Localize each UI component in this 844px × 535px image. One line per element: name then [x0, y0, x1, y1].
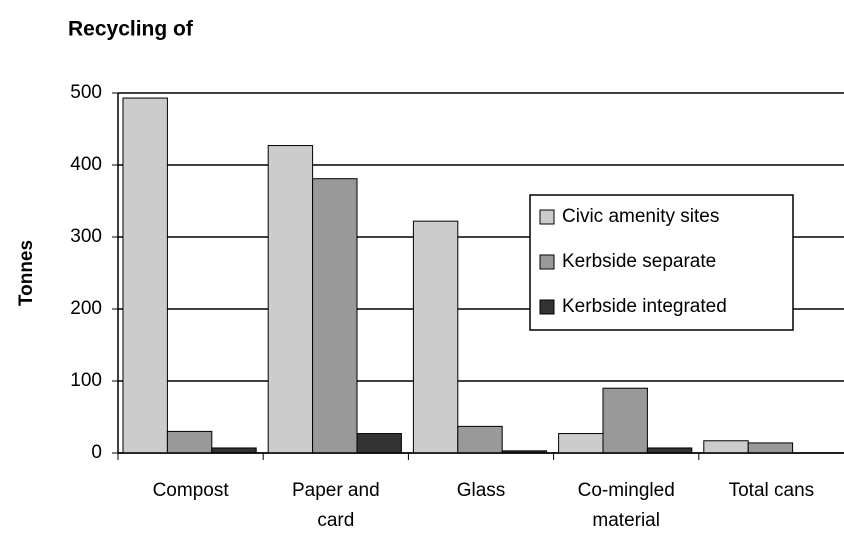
x-tick-label: Compost — [152, 480, 229, 501]
bar — [211, 447, 257, 454]
bar — [312, 178, 358, 454]
x-tick-label: Paper and card — [291, 480, 380, 531]
bar — [457, 425, 503, 454]
y-tick-label: 100 — [70, 370, 102, 391]
y-tick-label: 200 — [70, 298, 102, 319]
bar — [122, 97, 168, 454]
y-axis-label: Tonnes — [16, 240, 37, 306]
legend-swatch — [539, 254, 555, 270]
bar — [267, 145, 314, 454]
bar — [558, 433, 604, 454]
legend-swatch — [539, 299, 555, 315]
bar — [703, 440, 749, 454]
bar — [356, 433, 402, 454]
x-tick-label: Co-mingled material — [577, 480, 675, 531]
y-tick-label: 400 — [70, 154, 102, 175]
legend-label: Kerbside separate — [562, 251, 716, 272]
bar — [412, 220, 459, 454]
chart-title: Recycling of — [68, 18, 194, 41]
y-tick-label: 300 — [70, 226, 102, 247]
legend-label: Kerbside integrated — [562, 296, 727, 317]
legend-box — [529, 194, 794, 331]
bar — [166, 430, 213, 454]
y-tick-label: 500 — [70, 82, 102, 103]
legend-label: Civic amenity sites — [562, 206, 719, 227]
y-tick-label: 0 — [91, 442, 102, 463]
bar — [602, 387, 648, 454]
x-tick-label: Total cans — [728, 480, 815, 501]
x-tick-label: Glass — [456, 480, 506, 501]
legend-swatch — [539, 209, 555, 225]
bar — [747, 442, 794, 454]
bar — [646, 447, 693, 454]
